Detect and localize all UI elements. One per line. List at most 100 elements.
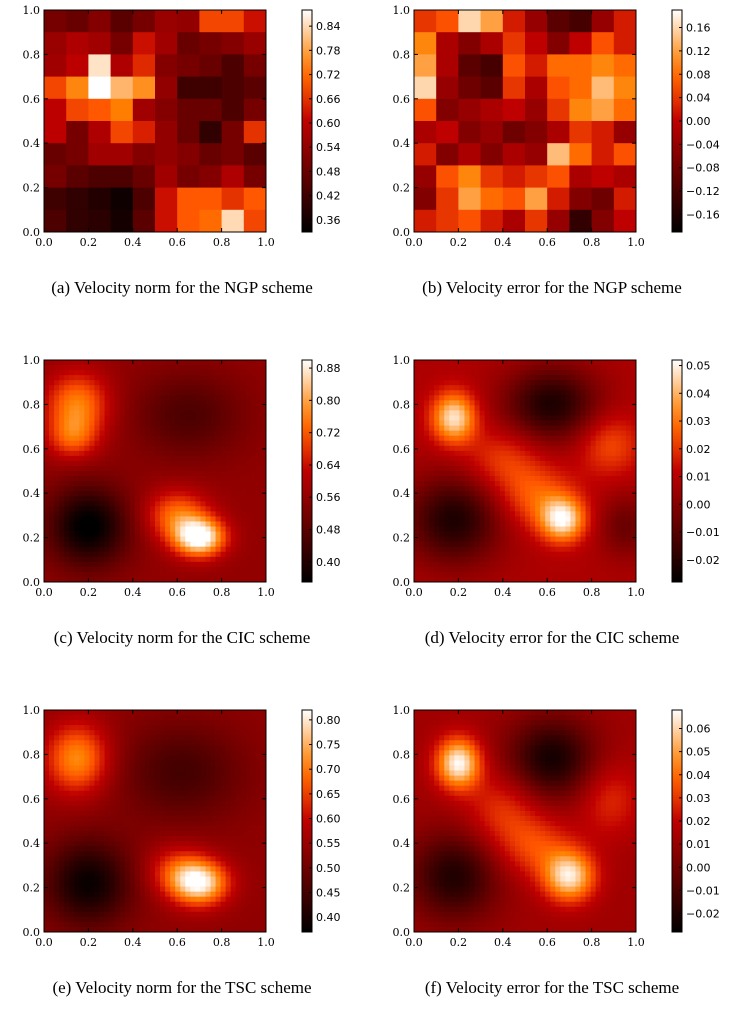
heatmap-cell: [459, 395, 464, 400]
heatmap-cell: [100, 745, 105, 750]
heatmap-cell: [94, 416, 99, 421]
heatmap-cell: [110, 446, 115, 451]
heatmap-cell: [449, 511, 454, 516]
heatmap-cell: [458, 165, 481, 188]
heatmap-cell: [74, 370, 79, 375]
heatmap-cell: [616, 506, 621, 511]
heatmap-cell: [464, 572, 469, 577]
heatmap-cell: [505, 385, 510, 390]
heatmap-cell: [44, 210, 67, 233]
heatmap-cell: [621, 481, 626, 486]
heatmap-cell: [485, 476, 490, 481]
heatmap-cell: [195, 710, 200, 715]
heatmap-cell: [155, 461, 160, 466]
heatmap-cell: [185, 557, 190, 562]
heatmap-cell: [470, 516, 475, 521]
heatmap-cell: [581, 405, 586, 410]
heatmap-cell: [79, 395, 84, 400]
heatmap-cell: [226, 476, 231, 481]
heatmap-cell: [581, 501, 586, 506]
heatmap-cell: [140, 750, 145, 755]
heatmap-cell: [414, 400, 419, 405]
heatmap-cell: [560, 486, 565, 491]
heatmap-cell: [490, 416, 495, 421]
heatmap-cell: [490, 466, 495, 471]
heatmap-cell: [125, 710, 130, 715]
heatmap-cell: [503, 99, 526, 122]
heatmap-cell: [535, 527, 540, 532]
heatmap-cell: [236, 395, 241, 400]
heatmap-cell: [195, 461, 200, 466]
heatmap-cell: [110, 771, 115, 776]
heatmap-cell: [216, 532, 221, 537]
heatmap-cell: [575, 471, 580, 476]
heatmap-cell: [525, 557, 530, 562]
heatmap-cell: [222, 121, 245, 144]
heatmap-cell: [165, 760, 170, 765]
heatmap-cell: [550, 365, 555, 370]
heatmap-cell: [100, 771, 105, 776]
heatmap-cell: [195, 466, 200, 471]
heatmap-cell: [160, 486, 165, 491]
heatmap-cell: [115, 572, 120, 577]
heatmap-cell: [64, 710, 69, 715]
heatmap-cell: [475, 491, 480, 496]
heatmap-cell: [155, 421, 160, 426]
heatmap-cell: [560, 542, 565, 547]
heatmap-cell: [135, 730, 140, 735]
heatmap-cell: [550, 542, 555, 547]
heatmap-cell: [520, 441, 525, 446]
heatmap-cell: [464, 456, 469, 461]
heatmap-cell: [424, 431, 429, 436]
heatmap-cell: [565, 365, 570, 370]
heatmap-cell: [510, 380, 515, 385]
heatmap-cell: [54, 760, 59, 765]
heatmap-cell: [419, 516, 424, 521]
heatmap-cell: [505, 395, 510, 400]
heatmap-cell: [424, 390, 429, 395]
heatmap-cell: [429, 471, 434, 476]
heatmap-cell: [444, 400, 449, 405]
heatmap-cell: [241, 715, 246, 720]
heatmap-cell: [616, 532, 621, 537]
heatmap-cell: [459, 572, 464, 577]
heatmap-cell: [591, 451, 596, 456]
heatmap-cell: [606, 446, 611, 451]
heatmap-cell: [481, 121, 504, 144]
heatmap-cell: [565, 375, 570, 380]
heatmap-cell: [414, 532, 419, 537]
heatmap-cell: [251, 781, 256, 786]
heatmap-cell: [195, 370, 200, 375]
heatmap-cell: [195, 521, 200, 526]
heatmap-cell: [581, 491, 586, 496]
heatmap-cell: [165, 567, 170, 572]
heatmap-cell: [246, 760, 251, 765]
heatmap-cell: [49, 451, 54, 456]
heatmap-cell: [155, 771, 160, 776]
heatmap-cell: [500, 446, 505, 451]
heatmap-cell: [177, 165, 200, 188]
heatmap-cell: [621, 486, 626, 491]
heatmap-cell: [434, 557, 439, 562]
colorbar-tick-label: 0.40: [316, 556, 341, 569]
heatmap-cell: [140, 451, 145, 456]
heatmap-cell: [133, 121, 156, 144]
heatmap-cell: [246, 476, 251, 481]
heatmap-cell: [216, 476, 221, 481]
heatmap-cell: [434, 421, 439, 426]
heatmap-cell: [200, 476, 205, 481]
heatmap-cell: [626, 501, 631, 506]
heatmap-cell: [120, 730, 125, 735]
heatmap-cell: [54, 781, 59, 786]
heatmap-cell: [200, 740, 205, 745]
heatmap-cell: [59, 527, 64, 532]
heatmap-cell: [150, 390, 155, 395]
heatmap-cell: [475, 421, 480, 426]
heatmap-cell: [606, 567, 611, 572]
heatmap-cell: [74, 567, 79, 572]
heatmap-cell: [505, 537, 510, 542]
heatmap-cell: [54, 390, 59, 395]
heatmap-cell: [251, 557, 256, 562]
heatmap-cell: [145, 725, 150, 730]
heatmap-cell: [459, 405, 464, 410]
